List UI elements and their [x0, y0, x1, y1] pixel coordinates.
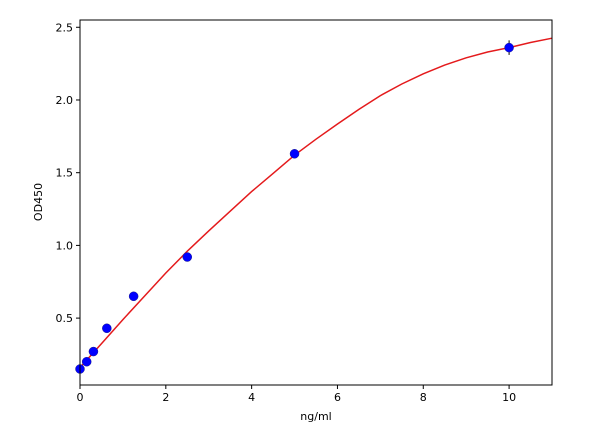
- y-tick-label: 1.0: [56, 239, 74, 252]
- data-point: [504, 42, 514, 53]
- data-point: [289, 149, 300, 159]
- x-tick-label: 0: [77, 391, 84, 404]
- x-tick-label: 6: [334, 391, 341, 404]
- x-tick-label: 4: [248, 391, 255, 404]
- data-points-layer: [75, 40, 514, 374]
- plot-area: [80, 20, 552, 385]
- data-point: [88, 346, 99, 357]
- data-point: [128, 291, 139, 302]
- x-axis: 0 2 4 6 8 10: [77, 385, 516, 404]
- y-tick-label: 2.5: [56, 21, 74, 34]
- x-tick-label: 8: [420, 391, 427, 404]
- y-tick-label: 1.5: [56, 167, 74, 180]
- plot-frame: [79, 19, 553, 386]
- x-tick-label: 2: [162, 391, 169, 404]
- data-point: [182, 252, 193, 262]
- fit-curve-layer: [79, 37, 553, 369]
- fit-curve-line: [79, 37, 553, 369]
- data-point: [102, 323, 112, 334]
- x-axis-label: ng/ml: [300, 410, 331, 423]
- y-axis: 0.5 1.0 1.5 2.0 2.5: [56, 21, 80, 325]
- y-tick-label: 0.5: [56, 312, 74, 325]
- y-axis-label: OD450: [32, 183, 45, 221]
- x-tick-label: 10: [502, 391, 516, 404]
- data-point: [81, 356, 92, 367]
- y-tick-label: 2.0: [56, 94, 74, 107]
